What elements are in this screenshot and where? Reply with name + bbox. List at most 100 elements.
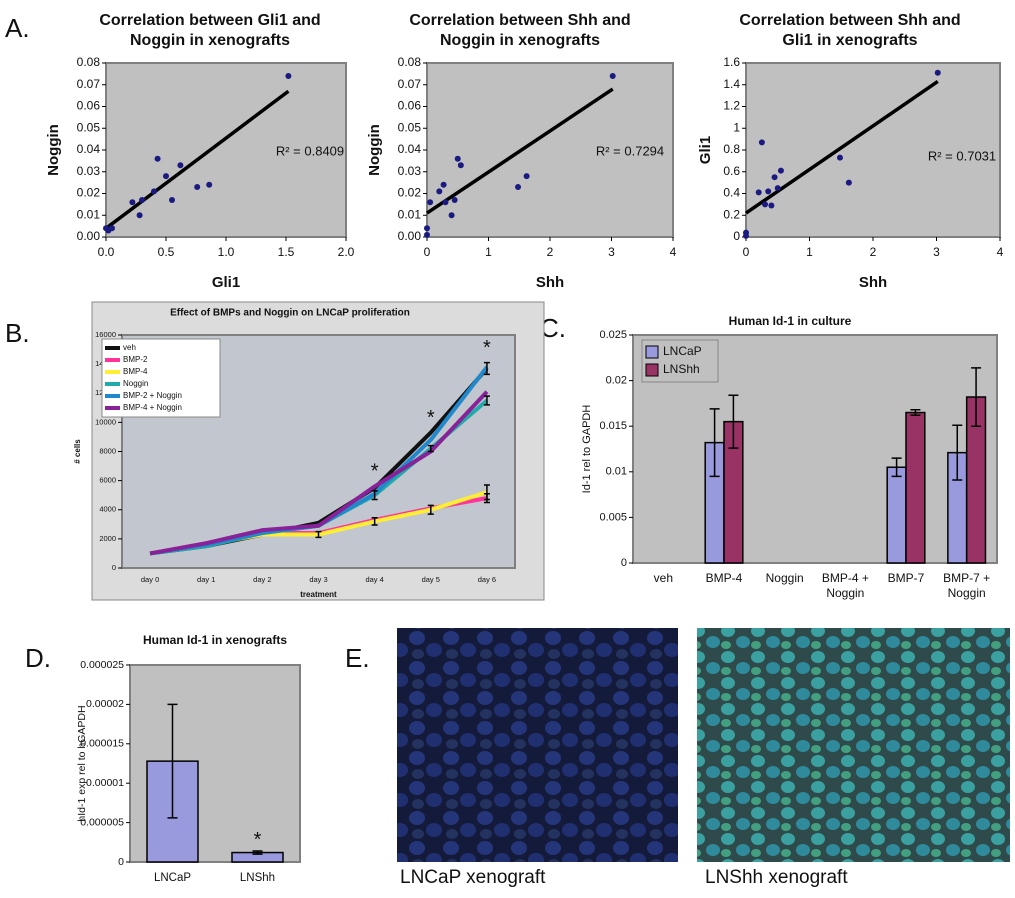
point [765, 188, 772, 195]
y-axis-label: Noggin [45, 124, 62, 176]
bar [905, 411, 926, 564]
x-tick-label: day 0 [141, 575, 159, 584]
y-tick-label: 8000 [99, 446, 116, 455]
point [129, 199, 136, 206]
x-tick-label: 0 [424, 245, 431, 259]
y-tick-label: 0.02 [606, 375, 627, 387]
plot-area [426, 62, 674, 238]
y-tick-label: 0.06 [77, 99, 101, 113]
point [436, 188, 443, 195]
point [451, 197, 458, 204]
x-tick-label: 0 [743, 245, 750, 259]
point [139, 197, 145, 204]
text-line: Noggin [948, 586, 986, 600]
legend-label: veh [123, 343, 136, 352]
error-bar [483, 361, 490, 376]
error-bar [167, 703, 178, 819]
x-tick-label: BMP-7 + Noggin [943, 571, 990, 600]
trendline [745, 80, 939, 215]
point [777, 167, 784, 174]
x-tick-label: Noggin [766, 571, 804, 585]
point [442, 199, 449, 206]
x-axis-label: treatment [300, 590, 337, 599]
y-tick-label: 0.6 [723, 164, 740, 178]
error-bar [709, 408, 720, 478]
point [448, 212, 455, 219]
x-tick-label: BMP-4 [706, 571, 743, 585]
y-axis-label: Noggin [366, 124, 383, 176]
annotation: * [483, 337, 491, 359]
legend-label: BMP-2 + Noggin [123, 391, 182, 400]
y-tick-label: 0.005 [599, 511, 627, 523]
point [194, 183, 201, 190]
text-line: Gli1 in xenografts [782, 32, 917, 49]
x-tick-label: day 3 [309, 575, 327, 584]
point [154, 155, 161, 162]
x-tick-label: day 4 [365, 575, 383, 584]
y-tick-label: 0.04 [398, 142, 422, 156]
y-tick-label: 0.02 [398, 186, 422, 200]
y-tick-label: 0.2 [723, 207, 740, 221]
image-caption: LNShh xenograft [705, 867, 848, 888]
legend-label: BMP-4 + Noggin [123, 403, 182, 412]
y-tick-label: 0.08 [77, 55, 101, 69]
text-line: BMP-7 + [943, 571, 990, 585]
chart-title: Correlation between Shh and Noggin in xen… [409, 12, 630, 49]
y-tick-label: 0.05 [398, 120, 422, 134]
x-tick-label: LNCaP [154, 872, 191, 884]
x-tick-label: 1.0 [218, 245, 235, 259]
y-axis-label: Gli1 [697, 136, 714, 164]
y-tick-label: 0.8 [723, 142, 740, 156]
point [774, 185, 781, 192]
point [440, 181, 447, 188]
annotation: R² = 0.7294 [596, 143, 664, 158]
y-tick-label: 0.00002 [86, 698, 124, 710]
point [427, 199, 434, 206]
y-tick-label: 0.4 [723, 186, 740, 200]
x-tick-label: 3 [608, 245, 615, 259]
point [206, 181, 213, 188]
point [768, 202, 775, 209]
point [177, 162, 184, 169]
x-tick-label: day 6 [478, 575, 496, 584]
legend-label: BMP-4 [123, 367, 148, 376]
legend-label: LNShh [663, 362, 700, 376]
y-tick-label: 2000 [99, 534, 116, 543]
point [609, 73, 616, 80]
point [424, 231, 430, 238]
point [163, 173, 169, 180]
y-tick-label: 0.07 [398, 77, 422, 91]
image-caption: LNCaP xenograft [400, 867, 546, 888]
point [934, 69, 941, 76]
y-tick-label: 6000 [99, 476, 116, 485]
y-tick-label: 1.4 [723, 77, 740, 91]
x-tick-label: veh [654, 571, 673, 585]
x-tick-label: 3 [933, 245, 940, 259]
y-tick-label: 0 [112, 563, 116, 572]
annotation: R² = 0.7031 [928, 148, 996, 163]
panel-label: B. [5, 318, 30, 348]
y-tick-label: 0.01 [398, 207, 422, 221]
point [109, 225, 115, 232]
error-bar [728, 394, 739, 449]
point [836, 154, 843, 161]
x-tick-label: 4 [670, 245, 677, 259]
x-tick-label: 0.0 [98, 245, 115, 259]
trendline [426, 87, 614, 215]
point [755, 189, 762, 196]
point [771, 174, 778, 181]
point [758, 139, 765, 146]
point [136, 212, 143, 219]
legend-box [101, 338, 221, 418]
error-bar [315, 530, 322, 539]
point [151, 188, 157, 195]
text-line: Correlation between Shh and [409, 12, 630, 29]
bar [886, 466, 907, 564]
y-tick-label: 0.08 [398, 55, 422, 69]
y-tick-label: 0.01 [606, 466, 627, 478]
y-tick-label: 0.015 [599, 420, 627, 432]
text-line: Noggin in xenografts [440, 32, 600, 49]
panel-label: E. [345, 643, 370, 673]
y-tick-label: 0.01 [77, 207, 101, 221]
